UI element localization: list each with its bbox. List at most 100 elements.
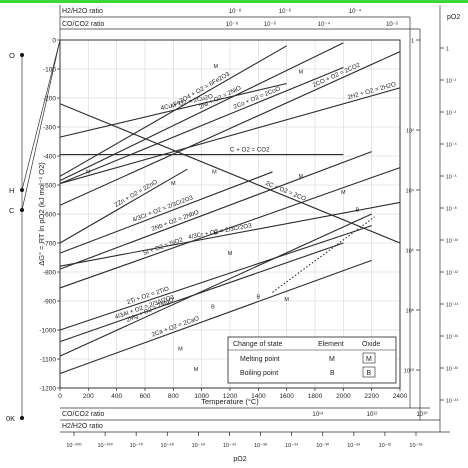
legend: Change of state Element Oxide Melting po… (227, 336, 397, 384)
y-tick-label-0: 0 (52, 38, 56, 45)
left-point-ray-1 (21, 39, 61, 191)
x-axis: 0 200 400 600 800 1000 1200 1400 1600 1800 2000 220… (58, 388, 408, 400)
marker-2: M (299, 70, 304, 76)
top-scale-2-tick-3: 10⁻² (386, 22, 398, 28)
legend-melting-oxide: M (366, 356, 372, 363)
po2-tick-label-10: 10⁻²² (379, 443, 392, 449)
top-scale-ticks: 10⁻⁸ 10⁻⁶ 10⁻⁴ 10⁻⁸ 10⁻⁶ 10⁻⁴ 10⁻² (226, 8, 398, 28)
series-line-5 (59, 87, 401, 185)
y-tick-label-12: -1200 (39, 386, 56, 393)
series-line-10 (59, 151, 372, 270)
marker-0: M (214, 64, 219, 70)
po2-tick-label-6: 10⁻³⁸ (254, 442, 267, 449)
right-tick-label-5: 10¹⁰ (404, 368, 415, 375)
top-scale-1-label: H2/H2O ratio (62, 8, 103, 15)
bottom-scale-tick-2: 10¹⁰ (416, 411, 428, 418)
right-po2-label-10: 10⁻²⁰ (446, 367, 458, 373)
series-line-15 (59, 213, 372, 357)
series-line-9 (59, 171, 273, 254)
legend-melting-element: M (329, 356, 335, 363)
y-tick-label-8: -800 (43, 270, 56, 277)
y-tick-label-6: -600 (43, 212, 56, 219)
bottom-scale-2-label: H2/H2O ratio (62, 423, 103, 430)
series-line-3 (59, 67, 344, 185)
series-label-16: 2Ca + O2 = 2CaO (151, 315, 200, 339)
right-po2-label-0: 1 (446, 47, 449, 53)
x-tick-label-10: 2000 (336, 393, 351, 400)
series-line-7 (59, 103, 401, 244)
top-scale-2-tick-0: 10⁻⁸ (226, 21, 239, 28)
right-po2-label-3: 10⁻⁴ (446, 143, 457, 149)
right-tick-label-0: 1 (411, 39, 414, 45)
x-tick-label-8: 1600 (279, 393, 294, 400)
y-tick-label-2: -200 (43, 96, 56, 103)
right-po2-label-8: 10⁻¹⁴ (446, 303, 458, 309)
left-point-3 (20, 416, 24, 420)
top-scale-1-tick-1: 10⁻⁶ (279, 8, 292, 15)
y-tick-label-1: -100 (43, 67, 56, 74)
marker-9: M (228, 251, 233, 257)
left-point-label-3: 0K (6, 414, 15, 423)
left-points: O H C 0K (6, 39, 61, 423)
right-po2-label-6: 10⁻¹⁰ (446, 239, 458, 245)
x-tick-label-0: 0 (58, 393, 62, 400)
marker-13: M (178, 347, 183, 353)
right-tick-label-3: 10⁶ (406, 248, 414, 255)
phase-markers: M M M M M B M M B M B B M M M (86, 64, 360, 373)
po2-tick-label-2: 10⁻⁷⁰ (130, 442, 144, 449)
po2-tick-label-0: 10⁻²⁰⁰ (66, 442, 82, 449)
right-po2-ticks: 1 10⁻¹ 10⁻² 10⁻⁴ 10⁻⁶ 10⁻⁸ 10⁻¹⁰ 10⁻¹² 10⁻¹⁴ 10⁻¹… (440, 47, 458, 405)
right-tick-label-4: 10⁸ (406, 308, 414, 315)
y-tick-label-7: -700 (43, 241, 56, 248)
series-line-2 (59, 42, 344, 182)
legend-header-element: Element (318, 341, 344, 348)
top-scale-2-tick-1: 10⁻⁶ (264, 21, 277, 28)
x-tick-label-3: 600 (140, 393, 151, 400)
series-line-13 (59, 225, 372, 331)
series-line-14 (59, 242, 344, 343)
series-lines (59, 42, 401, 375)
bottom-scale-tick-0: 10¹⁴ (312, 411, 324, 418)
x-tick-label-4: 800 (168, 393, 179, 400)
left-point-label-2: C (9, 206, 15, 215)
top-scale-1-tick-2: 10⁻⁴ (349, 8, 362, 15)
bottom-scale-tick-1: 10¹² (367, 412, 378, 418)
left-point-ray-2 (21, 39, 61, 211)
right-tick-label-1: 10² (406, 129, 414, 135)
y-tick-label-9: -900 (43, 299, 56, 306)
legend-box (227, 336, 397, 384)
right-po2-label-1: 10⁻¹ (446, 79, 457, 85)
x-tick-label-2: 400 (111, 393, 122, 400)
marker-4: M (171, 181, 176, 187)
po2-tick-label-1: 10⁻¹⁰⁰ (97, 442, 113, 449)
series-line-4 (59, 51, 401, 206)
po2-tick-label-8: 10⁻³⁰ (316, 442, 330, 449)
marker-3: M (86, 170, 91, 176)
right-po2-label-4: 10⁻⁶ (446, 175, 457, 181)
marker-5: B (214, 231, 218, 237)
x-tick-label-9: 1800 (308, 393, 323, 400)
legend-header-oxide: Oxide (362, 341, 380, 348)
series-line-8 (59, 168, 188, 244)
right-scale-ticks: 1 10² 10⁴ 10⁶ 10⁸ 10¹⁰ (404, 39, 420, 375)
marker-8: B (356, 207, 360, 213)
y-tick-label-3: -300 (43, 125, 56, 132)
po2-tick-label-3: 10⁻⁶⁰ (161, 442, 175, 449)
po2-tick-label-4: 10⁻⁵⁰ (192, 442, 206, 449)
x-tick-label-7: 1400 (251, 393, 266, 400)
po2-tick-label-11: 10⁻¹⁸ (409, 442, 422, 449)
po2-tick-label-5: 10⁻⁴² (223, 442, 236, 449)
y-tick-label-5: -500 (43, 183, 56, 190)
legend-row-melting: Melting point (240, 356, 280, 363)
left-point-label-0: O (9, 51, 15, 60)
legend-row-boiling: Boiling point (240, 370, 278, 377)
marker-11: B (256, 294, 260, 300)
marker-7: M (341, 190, 346, 196)
marker-6: M (299, 174, 304, 180)
series-label-7: 2C + O2 = 2CO (264, 180, 307, 203)
left-point-0 (20, 53, 24, 57)
right-po2-label-2: 10⁻² (446, 111, 457, 117)
po2-tick-label-9: 10⁻²⁶ (347, 442, 360, 449)
y-axis-label: ΔG° = RT ln pO2 (kJ mol⁻¹ O2) (37, 162, 46, 266)
